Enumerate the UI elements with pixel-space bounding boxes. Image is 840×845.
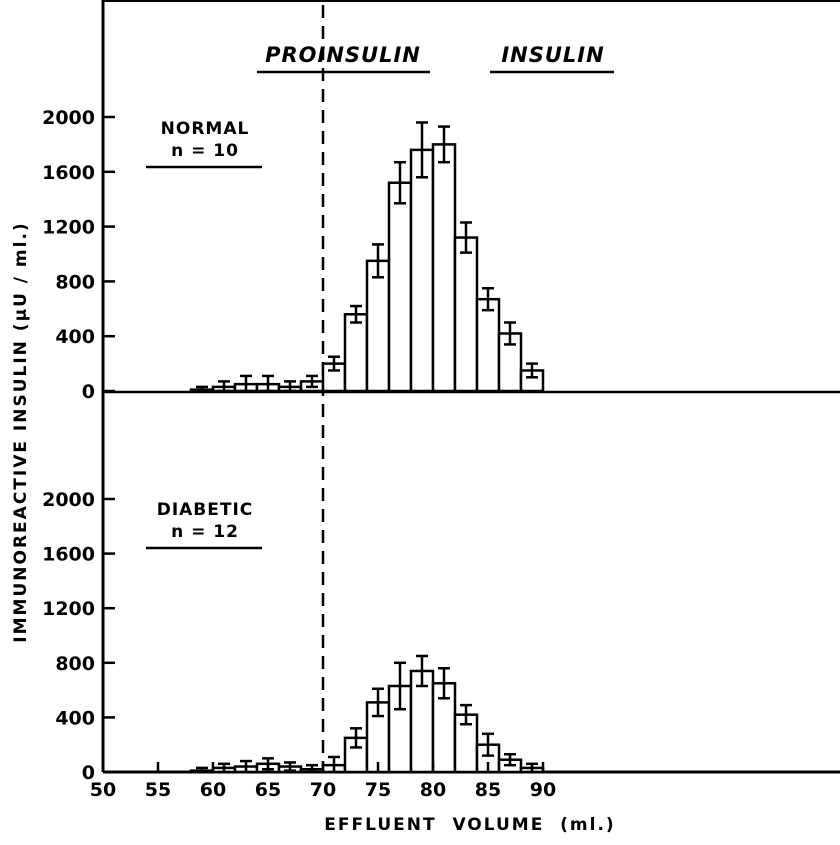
x-tick-label: 55 bbox=[145, 779, 171, 801]
normal-bar bbox=[453, 236, 479, 393]
x-tick-label: 85 bbox=[475, 779, 501, 801]
diabetic-y-tick-label: 2000 bbox=[42, 489, 95, 511]
ticks-layer: 0 400 800 1200 1600 2000 0 400 800 1200 1600 2000 50… bbox=[42, 107, 556, 801]
diabetic-n-label: n = 12 bbox=[171, 522, 239, 542]
normal-y-tick-label: 2000 bbox=[42, 107, 95, 129]
x-tick-label: 70 bbox=[310, 779, 336, 801]
proinsulin-label: PROINSULIN bbox=[265, 43, 421, 67]
diabetic-panel-label: DIABETIC bbox=[157, 500, 254, 520]
normal-bar bbox=[431, 143, 457, 393]
normal-y-tick-label: 1200 bbox=[42, 217, 95, 239]
x-tick-label: 50 bbox=[90, 779, 116, 801]
y-axis-title: IMMUNOREACTIVE INSULIN (μU / ml.) bbox=[11, 221, 31, 642]
normal-bar bbox=[409, 148, 435, 393]
x-axis-title: EFFLUENT VOLUME (ml.) bbox=[324, 815, 615, 835]
x-tick-label: 60 bbox=[200, 779, 226, 801]
normal-bar bbox=[343, 313, 369, 393]
normal-bar bbox=[475, 297, 501, 393]
diabetic-y-tick-label: 400 bbox=[55, 707, 95, 729]
normal-bar bbox=[365, 259, 391, 393]
diabetic-y-tick-label: 1200 bbox=[42, 598, 95, 620]
normal-y-tick-label: 800 bbox=[55, 271, 95, 293]
diabetic-y-tick-label: 1600 bbox=[42, 544, 95, 566]
normal-y-tick-label: 400 bbox=[55, 326, 95, 348]
normal-bar bbox=[387, 181, 413, 393]
normal-n-label: n = 10 bbox=[171, 141, 239, 161]
x-tick-label: 75 bbox=[365, 779, 391, 801]
x-tick-label: 65 bbox=[255, 779, 281, 801]
normal-y-tick-label: 1600 bbox=[42, 162, 95, 184]
normal-panel-label: NORMAL bbox=[161, 119, 250, 139]
diabetic-y-tick-label: 800 bbox=[55, 653, 95, 675]
x-tick-label: 80 bbox=[420, 779, 446, 801]
normal-y-tick-label: 0 bbox=[82, 381, 95, 403]
insulin-label: INSULIN bbox=[501, 43, 604, 67]
x-tick-label: 90 bbox=[530, 779, 556, 801]
bars-layer bbox=[189, 121, 545, 774]
diabetic-y-tick-label: 0 bbox=[82, 762, 95, 784]
